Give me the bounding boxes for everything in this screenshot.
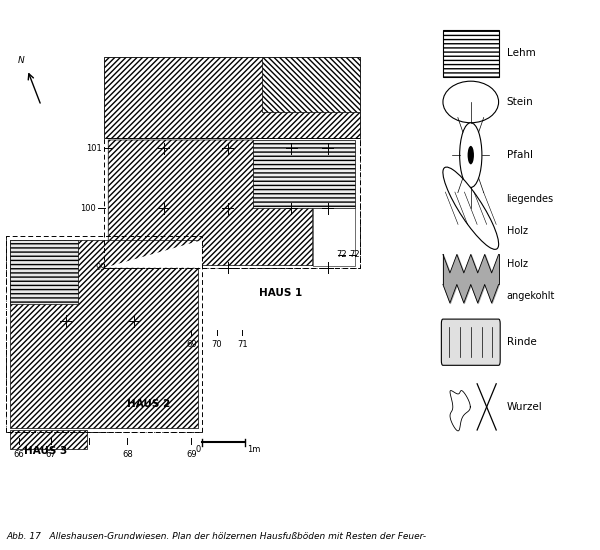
- Text: Holz: Holz: [506, 258, 527, 268]
- FancyBboxPatch shape: [442, 319, 500, 365]
- Polygon shape: [313, 208, 355, 266]
- Text: Abb. 17   Alleshausen-Grundwiesen. Plan der hölzernen Hausfußböden mit Resten de: Abb. 17 Alleshausen-Grundwiesen. Plan de…: [6, 532, 426, 541]
- Ellipse shape: [443, 81, 499, 123]
- Circle shape: [460, 123, 482, 188]
- Text: N: N: [17, 56, 24, 64]
- Text: Pfahl: Pfahl: [506, 150, 533, 160]
- Text: 71: 71: [237, 340, 248, 349]
- Text: HAUS 1: HAUS 1: [259, 288, 303, 298]
- Polygon shape: [108, 140, 313, 266]
- Text: 99: 99: [95, 263, 106, 272]
- Polygon shape: [10, 240, 79, 304]
- Polygon shape: [450, 390, 470, 431]
- Polygon shape: [262, 57, 359, 112]
- Polygon shape: [10, 240, 198, 427]
- Text: Stein: Stein: [506, 97, 533, 107]
- Text: Holz: Holz: [506, 227, 527, 236]
- Text: 1m: 1m: [247, 445, 260, 454]
- Text: 69: 69: [186, 450, 197, 459]
- Polygon shape: [104, 57, 359, 138]
- Text: 72: 72: [349, 250, 359, 260]
- Text: 68: 68: [122, 450, 133, 459]
- Text: liegendes: liegendes: [506, 194, 554, 204]
- Text: 101: 101: [86, 144, 102, 153]
- Text: 0: 0: [196, 445, 201, 454]
- Text: 69: 69: [186, 340, 197, 349]
- Polygon shape: [104, 240, 202, 268]
- Circle shape: [467, 146, 474, 164]
- Text: Lehm: Lehm: [506, 48, 535, 58]
- Polygon shape: [10, 430, 87, 449]
- Text: HAUS 3: HAUS 3: [24, 446, 67, 456]
- Ellipse shape: [443, 167, 499, 249]
- Text: Wurzel: Wurzel: [506, 402, 542, 412]
- Text: 67: 67: [46, 450, 56, 459]
- Polygon shape: [253, 140, 355, 208]
- Text: 70: 70: [212, 340, 222, 349]
- Text: HAUS 2: HAUS 2: [127, 399, 170, 409]
- Text: 100: 100: [80, 204, 95, 213]
- Bar: [443, 30, 499, 76]
- Text: 66: 66: [13, 450, 24, 459]
- Text: Rinde: Rinde: [506, 337, 536, 347]
- Text: 72: 72: [336, 250, 347, 260]
- Text: angekohlt: angekohlt: [506, 291, 555, 301]
